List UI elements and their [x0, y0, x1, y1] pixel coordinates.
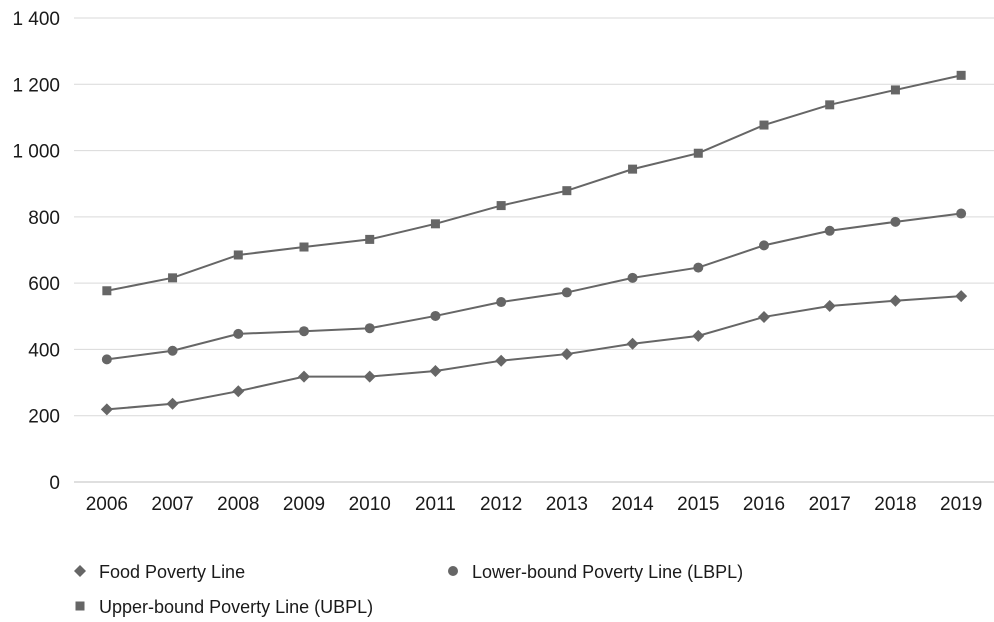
data-point [166, 397, 179, 410]
legend-label: Upper-bound Poverty Line (UBPL) [99, 597, 373, 617]
y-tick-label: 0 [49, 473, 60, 494]
data-point [560, 348, 573, 361]
data-point [824, 225, 835, 236]
data-point [167, 345, 178, 356]
data-point [363, 370, 376, 383]
y-tick-label: 400 [28, 340, 60, 361]
x-tick-label: 2006 [86, 494, 128, 515]
data-point [101, 354, 112, 365]
data-point [364, 323, 375, 334]
series-group [100, 70, 968, 416]
x-tick-label: 2010 [349, 494, 391, 515]
data-point [102, 286, 112, 296]
legend-label: Lower-bound Poverty Line (LBPL) [472, 562, 743, 582]
series-1 [100, 290, 968, 416]
legend: Food Poverty Line Lower-bound Poverty Lin… [74, 562, 743, 617]
data-point [825, 100, 835, 110]
legend-item: Lower-bound Poverty Line (LBPL) [448, 562, 743, 582]
series-line [106, 74, 962, 292]
data-point [692, 329, 705, 342]
data-point [430, 310, 441, 321]
x-tick-label: 2019 [940, 494, 982, 515]
data-point [823, 300, 836, 313]
data-point [232, 385, 245, 398]
data-point [956, 70, 966, 80]
data-point [627, 272, 638, 283]
x-tick-label: 2017 [809, 494, 851, 515]
data-point [168, 273, 178, 283]
data-point [298, 370, 310, 383]
data-point [562, 186, 572, 196]
y-tick-label: 800 [28, 208, 60, 229]
data-point [759, 240, 769, 251]
data-point [693, 262, 704, 273]
y-tick-label: 1 400 [12, 9, 60, 30]
data-point [496, 297, 507, 308]
data-point [430, 219, 440, 229]
data-point [956, 208, 967, 219]
data-point [890, 216, 901, 227]
data-point [299, 326, 309, 337]
legend-marker [75, 601, 85, 611]
x-tick-label: 2018 [874, 494, 916, 515]
data-point [628, 164, 638, 174]
y-tick-label: 1 000 [12, 142, 60, 163]
data-point [626, 337, 639, 350]
series-2 [101, 208, 967, 365]
series-line [106, 212, 962, 361]
data-point [429, 364, 442, 377]
x-tick-label: 2008 [217, 494, 259, 515]
data-point [365, 234, 375, 244]
x-tick-label: 2016 [743, 494, 785, 515]
data-point [955, 290, 968, 303]
series-3 [102, 70, 966, 296]
data-point [693, 148, 703, 158]
data-point [496, 201, 506, 211]
legend-item: Food Poverty Line [74, 562, 245, 582]
data-point [299, 242, 309, 252]
data-point [233, 328, 244, 339]
x-tick-label: 2014 [611, 494, 654, 515]
gridlines [74, 17, 994, 483]
data-point [758, 310, 770, 323]
data-point [889, 294, 902, 307]
y-tick-label: 200 [28, 407, 60, 428]
legend-item: Upper-bound Poverty Line (UBPL) [75, 597, 373, 617]
x-tick-label: 2007 [151, 494, 193, 515]
data-point [561, 287, 572, 298]
legend-marker [448, 566, 458, 576]
x-tick-label: 2012 [480, 494, 522, 515]
data-point [233, 250, 243, 260]
y-tick-label: 1 200 [12, 75, 60, 96]
legend-marker [74, 565, 86, 577]
data-point [759, 120, 769, 130]
data-point [495, 354, 508, 367]
y-tick-label: 600 [28, 274, 60, 295]
data-point [890, 85, 900, 95]
x-tick-label: 2009 [283, 494, 325, 515]
x-tick-label: 2013 [546, 494, 588, 515]
x-tick-label: 2015 [677, 494, 719, 515]
y-axis-tick-labels: 0 200 400 600 800 1 000 1 200 1 400 [12, 9, 60, 494]
data-point [100, 403, 113, 416]
x-tick-label: 2011 [415, 494, 456, 515]
series-line [106, 295, 962, 411]
legend-label: Food Poverty Line [99, 562, 245, 582]
x-axis-tick-labels: 2006 2007 2008 2009 2010 2011 2012 2013 2014 2015… [86, 494, 983, 515]
